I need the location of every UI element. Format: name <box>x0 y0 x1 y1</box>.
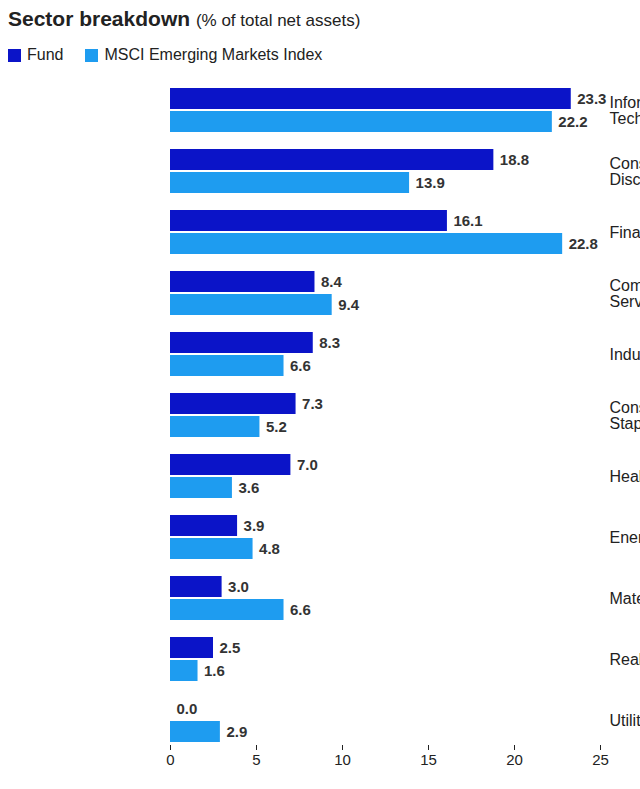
svg-text:6.6: 6.6 <box>290 601 311 618</box>
svg-text:3.0: 3.0 <box>228 578 249 595</box>
svg-text:13.9: 13.9 <box>416 174 445 191</box>
svg-text:9.4: 9.4 <box>338 296 360 313</box>
svg-text:Materials: Materials <box>610 590 640 607</box>
svg-text:15: 15 <box>420 751 437 768</box>
svg-text:6.6: 6.6 <box>290 357 311 374</box>
svg-text:23.3: 23.3 <box>577 90 606 107</box>
svg-text:2.5: 2.5 <box>220 639 241 656</box>
svg-text:8.4: 8.4 <box>321 273 343 290</box>
svg-text:4.8: 4.8 <box>259 540 280 557</box>
svg-text:8.3: 8.3 <box>319 334 340 351</box>
svg-text:22.2: 22.2 <box>558 113 587 130</box>
svg-text:7.0: 7.0 <box>297 456 318 473</box>
svg-text:ConsumerDiscretionary: ConsumerDiscretionary <box>610 155 640 188</box>
svg-text:25: 25 <box>592 751 609 768</box>
svg-text:7.3: 7.3 <box>302 395 323 412</box>
svg-text:Health Care: Health Care <box>610 468 640 485</box>
svg-text:1.6: 1.6 <box>204 662 225 679</box>
svg-text:3.9: 3.9 <box>244 517 265 534</box>
svg-text:Utilities: Utilities <box>610 712 640 729</box>
svg-text:ConsumerStaples: ConsumerStaples <box>610 399 640 432</box>
svg-text:2.9: 2.9 <box>226 723 247 740</box>
svg-text:16.1: 16.1 <box>453 212 482 229</box>
svg-text:0: 0 <box>166 751 174 768</box>
html-text:Sector breakdown (% of total n: Sector breakdown (% of total net assets) <box>8 7 361 30</box>
svg-text:InformationTechnology: InformationTechnology <box>610 94 640 127</box>
svg-text:18.8: 18.8 <box>500 151 529 168</box>
svg-text:3.6: 3.6 <box>238 479 259 496</box>
svg-text:0.0: 0.0 <box>177 700 198 717</box>
svg-text:5.2: 5.2 <box>266 418 287 435</box>
svg-text:Industrials: Industrials <box>610 346 640 363</box>
svg-text:10: 10 <box>334 751 351 768</box>
svg-text:22.8: 22.8 <box>569 235 598 252</box>
html-text:Fund: Fund <box>27 46 64 63</box>
svg-text:20: 20 <box>506 751 523 768</box>
svg-text:Financials: Financials <box>610 224 640 241</box>
svg-text:Energy: Energy <box>610 529 640 546</box>
svg-text:5: 5 <box>252 751 260 768</box>
html-text:MSCI Emerging Markets Index: MSCI Emerging Markets Index <box>104 46 323 63</box>
svg-text:CommunicationServices: CommunicationServices <box>610 277 640 310</box>
svg-text:Real Estate: Real Estate <box>610 651 640 668</box>
